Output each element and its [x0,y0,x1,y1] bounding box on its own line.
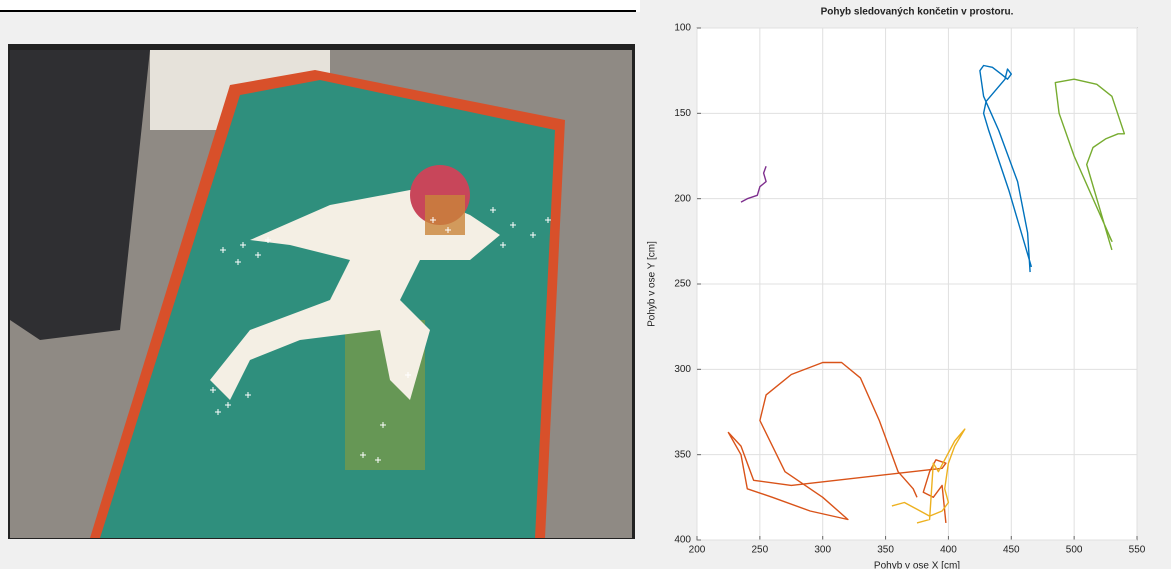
y-tick-label: 250 [674,279,691,290]
x-tick-label: 200 [689,545,706,556]
video-frame [8,44,635,539]
y-tick-label: 300 [674,364,691,375]
x-tick-label: 550 [1129,545,1146,556]
y-tick-label: 350 [674,449,691,460]
x-tick-label: 400 [940,545,957,556]
x-axis-label: Pohyb v ose X [cm] [874,561,960,569]
y-tick-label: 150 [674,108,691,119]
x-tick-label: 500 [1066,545,1083,556]
x-tick-label: 350 [877,545,894,556]
page: {"chart_data": {"type": "line", "title":… [0,0,1171,574]
face-roi [425,195,465,235]
y-axis-label: Pohyb v ose Y [cm] [647,241,658,327]
y-tick-label: 100 [674,23,691,34]
x-tick-label: 300 [814,545,831,556]
chart-title: Pohyb sledovaných končetin v prostoru. [821,7,1014,18]
y-tick-label: 400 [674,535,691,546]
x-tick-label: 450 [1003,545,1020,556]
y-tick-label: 200 [674,193,691,204]
x-tick-label: 250 [752,545,769,556]
screen: Pohyb sledovaných končetin v prostoru. P… [0,0,1171,569]
